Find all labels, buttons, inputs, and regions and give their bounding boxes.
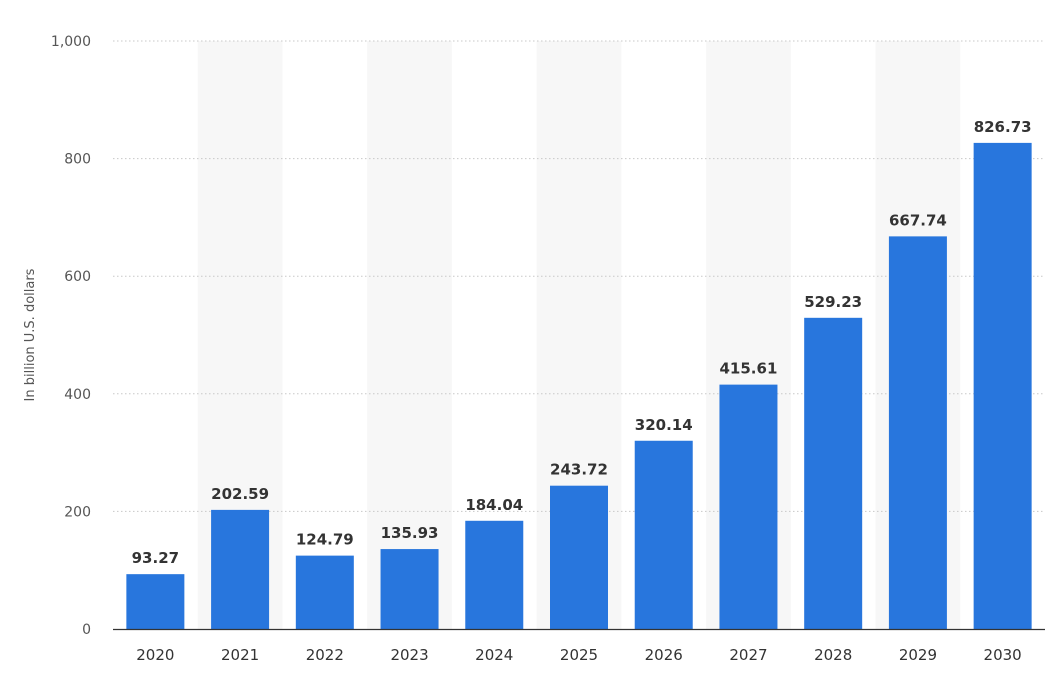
data-label: 184.04 [465, 496, 523, 514]
x-tick-label: 2025 [560, 646, 598, 664]
bar [550, 485, 608, 629]
data-label: 320.14 [635, 416, 693, 434]
x-tick-label: 2026 [645, 646, 683, 664]
bar [465, 520, 524, 629]
data-label: 124.79 [296, 531, 354, 549]
bar [973, 142, 1032, 630]
bars [126, 142, 1032, 630]
x-tick-label: 2027 [729, 646, 767, 664]
y-axis-title: In billion U.S. dollars [23, 268, 38, 401]
bar [295, 555, 354, 629]
y-tick-label: 600 [64, 269, 91, 285]
x-tick-label: 2020 [136, 646, 174, 664]
data-label: 826.73 [974, 118, 1032, 136]
data-label: 93.27 [132, 549, 179, 567]
bar [888, 236, 947, 629]
data-label: 415.61 [720, 360, 778, 378]
x-axis-tick-labels: 2020 2021 2022 2023 2024 2025 2026 2027 2028 2029… [136, 646, 1021, 664]
bar [380, 549, 439, 629]
x-tick-label: 2030 [984, 646, 1022, 664]
x-tick-label: 2021 [221, 646, 259, 664]
x-tick-label: 2029 [899, 646, 937, 664]
bar [804, 317, 863, 629]
data-label: 202.59 [211, 485, 269, 503]
data-label: 243.72 [550, 461, 608, 479]
bar [211, 509, 270, 629]
bar [719, 384, 778, 629]
y-tick-label: 400 [64, 387, 91, 403]
y-tick-label: 200 [64, 504, 91, 520]
y-tick-label: 800 [64, 152, 91, 168]
x-tick-label: 2023 [390, 646, 428, 664]
background-band [367, 41, 452, 629]
bar [126, 574, 185, 629]
bar [634, 440, 693, 629]
y-tick-label: 0 [82, 622, 91, 638]
y-tick-label: 1,000 [51, 34, 91, 50]
data-label: 135.93 [381, 524, 439, 542]
x-tick-label: 2028 [814, 646, 852, 664]
x-tick-label: 2024 [475, 646, 513, 664]
data-label: 529.23 [804, 293, 862, 311]
data-label: 667.74 [889, 211, 947, 229]
y-axis-tick-labels: 0 200 400 600 800 1,000 [51, 34, 91, 638]
data-labels: 93.27 202.59 124.79 135.93 184.04 243.72 320.1… [132, 118, 1032, 567]
x-tick-label: 2022 [306, 646, 344, 664]
